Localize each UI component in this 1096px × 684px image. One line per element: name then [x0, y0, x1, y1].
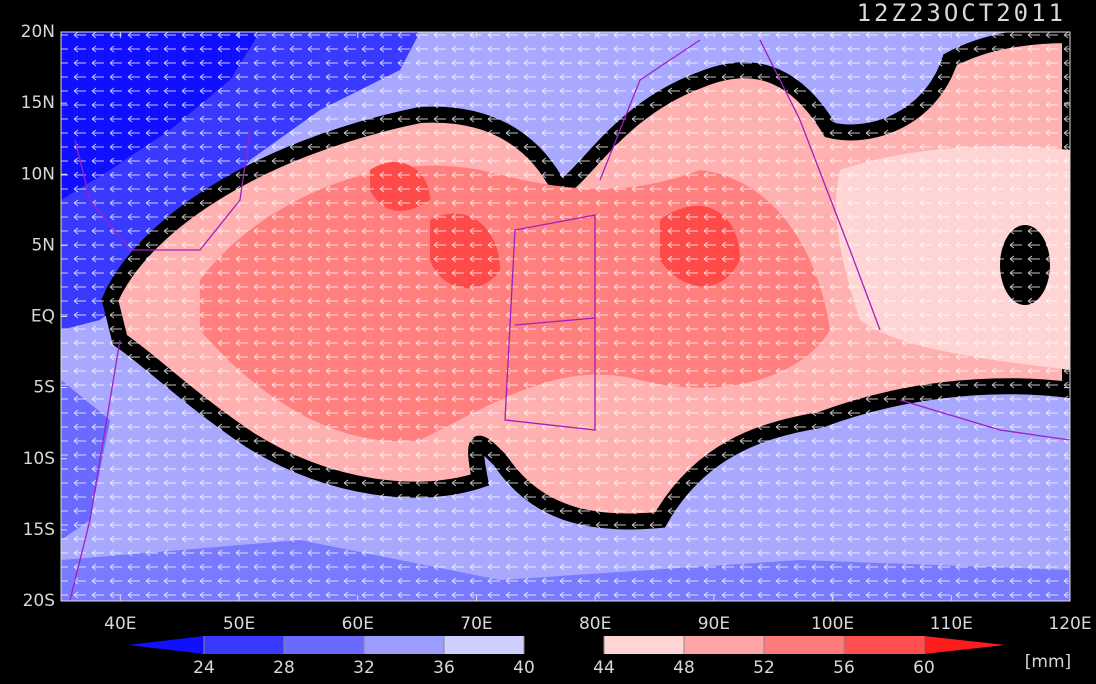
y-tick-label: 10N	[21, 164, 55, 184]
colorbar-box	[444, 636, 524, 654]
colorbar-label: 48	[673, 658, 695, 678]
colorbar-label: 32	[353, 658, 375, 678]
y-tick-label: 15S	[23, 520, 55, 540]
y-tick-label: 15N	[21, 93, 55, 113]
y-tick-label: 5N	[31, 235, 55, 255]
colorbar-box	[524, 636, 604, 654]
colorbar-label: 56	[833, 658, 855, 678]
colorbar-label: 40	[513, 658, 535, 678]
x-tick-label: 100E	[811, 614, 854, 634]
colorbar-box	[204, 636, 284, 654]
colorbar-arrow	[128, 636, 204, 654]
colorbar-box	[604, 636, 684, 654]
y-tick-label: 20S	[23, 591, 55, 611]
unit-label: [mm]	[1025, 652, 1071, 672]
colorbar-box	[364, 636, 444, 654]
x-tick-label: 80E	[579, 614, 611, 634]
colorbar-label: 52	[753, 658, 775, 678]
x-tick-label: 50E	[223, 614, 255, 634]
x-tick-label: 110E	[930, 614, 973, 634]
colorbar-arrow	[924, 636, 1005, 654]
x-tick-label: 60E	[342, 614, 374, 634]
y-tick-label: 5S	[33, 378, 55, 398]
colorbar-box	[684, 636, 764, 654]
x-tick-label: 90E	[698, 614, 730, 634]
colorbar-label: 24	[193, 658, 215, 678]
colorbar-label: 36	[433, 658, 455, 678]
colorbar-box	[844, 636, 924, 654]
x-tick-label: 70E	[460, 614, 492, 634]
colorbar-box	[284, 636, 364, 654]
y-tick-label: EQ	[31, 307, 55, 327]
colorbar-label: 44	[593, 658, 615, 678]
x-tick-label: 120E	[1048, 614, 1091, 634]
y-tick-label: 20N	[21, 22, 55, 42]
field	[61, 32, 1070, 601]
coastline	[69, 39, 1070, 601]
colorbar-label: 28	[273, 658, 295, 678]
wind-vectors	[61, 32, 1070, 601]
y-tick-label: 10S	[23, 449, 55, 469]
map-title: 12Z23OCT2011	[857, 0, 1066, 27]
colorbar-box	[764, 636, 844, 654]
colorbar-label: 60	[913, 658, 935, 678]
x-tick-label: 40E	[104, 614, 136, 634]
